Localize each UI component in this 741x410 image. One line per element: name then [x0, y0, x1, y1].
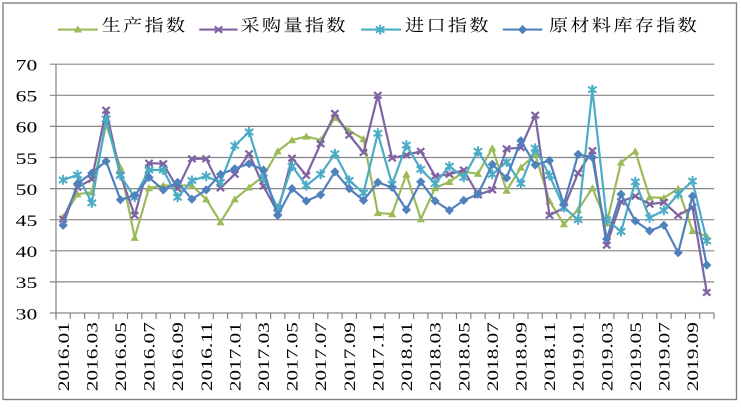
svg-text:2019.01: 2019.01 [571, 322, 588, 391]
svg-text:50: 50 [16, 182, 38, 199]
svg-text:2017.01: 2017.01 [227, 322, 244, 391]
svg-text:2019.09: 2019.09 [685, 322, 702, 391]
svg-text:30: 30 [16, 306, 38, 323]
svg-text:2018.01: 2018.01 [399, 322, 416, 391]
svg-text:2016.03: 2016.03 [84, 322, 101, 391]
svg-text:45: 45 [16, 213, 38, 230]
svg-text:2018.03: 2018.03 [428, 322, 445, 391]
svg-text:2017.03: 2017.03 [256, 322, 273, 391]
svg-text:2016.11: 2016.11 [199, 322, 216, 391]
svg-text:65: 65 [16, 89, 38, 106]
svg-text:2016.09: 2016.09 [170, 322, 187, 391]
svg-text:55: 55 [16, 151, 38, 168]
svg-text:2018.09: 2018.09 [514, 322, 531, 391]
svg-text:2019.03: 2019.03 [599, 322, 616, 391]
svg-text:35: 35 [16, 275, 38, 292]
svg-text:2019.07: 2019.07 [657, 322, 674, 391]
svg-text:2018.11: 2018.11 [542, 322, 559, 391]
svg-text:60: 60 [16, 120, 38, 137]
svg-text:2017.11: 2017.11 [370, 322, 387, 391]
svg-text:2017.07: 2017.07 [313, 322, 330, 391]
svg-text:2019.05: 2019.05 [628, 322, 645, 391]
svg-text:2018.07: 2018.07 [485, 322, 502, 391]
svg-text:2017.05: 2017.05 [285, 322, 302, 391]
svg-text:40: 40 [16, 244, 38, 261]
svg-text:2016.07: 2016.07 [142, 322, 159, 391]
svg-text:70: 70 [16, 58, 38, 75]
svg-text:2016.05: 2016.05 [113, 322, 130, 391]
svg-text:2016.01: 2016.01 [56, 322, 73, 391]
svg-text:2018.05: 2018.05 [456, 322, 473, 391]
svg-text:2017.09: 2017.09 [342, 322, 359, 391]
